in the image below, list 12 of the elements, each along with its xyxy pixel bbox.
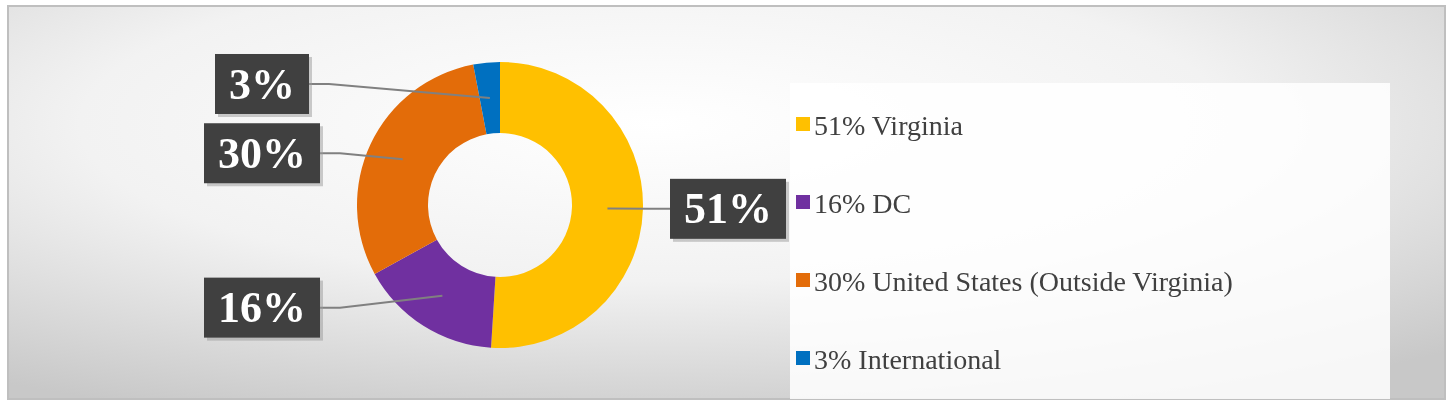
legend-label: 3% International [814, 343, 1002, 375]
legend-label: 16% DC [814, 187, 912, 219]
data-label: 30% [218, 128, 306, 178]
data-label: 16% [218, 283, 306, 333]
donut-slice [473, 62, 500, 135]
donut-slice [374, 239, 496, 348]
donut-slice [357, 64, 487, 274]
legend-label: 30% United States (Outside Virginia) [814, 265, 1233, 297]
data-label: 3% [229, 59, 295, 109]
legend-label: 51% Virginia [814, 109, 964, 141]
data-label: 51% [684, 184, 772, 234]
donut-slice [491, 62, 643, 348]
